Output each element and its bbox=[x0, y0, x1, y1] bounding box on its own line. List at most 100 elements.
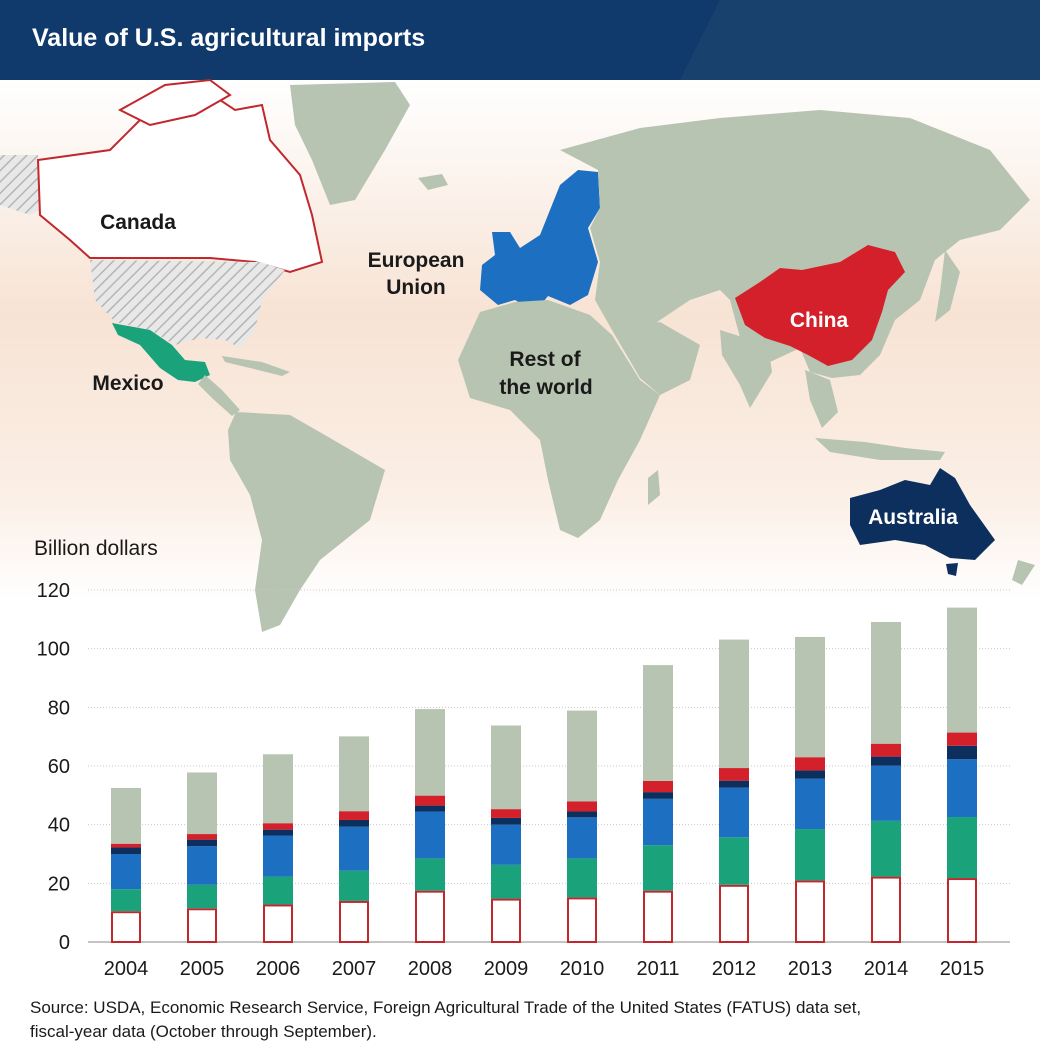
bar-segment bbox=[187, 884, 217, 909]
x-tick-label: 2015 bbox=[940, 958, 985, 980]
y-tick-label: 120 bbox=[37, 580, 70, 602]
bar-segment bbox=[187, 772, 217, 835]
bar-segment bbox=[871, 743, 901, 757]
bar-segment bbox=[871, 820, 901, 877]
bar-segment bbox=[491, 824, 521, 865]
bar-segment bbox=[567, 897, 597, 943]
source-line-2: fiscal-year data (October through Septem… bbox=[30, 1022, 377, 1041]
bar-segment bbox=[339, 811, 369, 820]
bar-segment bbox=[643, 798, 673, 846]
bar-segment bbox=[491, 898, 521, 944]
bar-segment bbox=[643, 845, 673, 891]
x-tick-label: 2013 bbox=[788, 958, 833, 980]
new-zealand-shape bbox=[1012, 560, 1035, 585]
map-labels: Canada European Union Mexico Rest of the… bbox=[92, 211, 958, 529]
madagascar-shape bbox=[648, 470, 660, 505]
canada-label: Canada bbox=[100, 211, 176, 234]
alaska-shape bbox=[0, 155, 40, 215]
bar-segment bbox=[567, 858, 597, 898]
bar-segment bbox=[567, 710, 597, 802]
bar-segment bbox=[111, 911, 141, 944]
bar-segment bbox=[643, 890, 673, 944]
bar-segment bbox=[415, 811, 445, 859]
bar-segment bbox=[947, 607, 977, 733]
bar-segment bbox=[415, 890, 445, 944]
y-tick-label: 80 bbox=[48, 697, 70, 719]
bar-segment bbox=[643, 792, 673, 799]
bar-segment bbox=[415, 805, 445, 812]
south-america-shape bbox=[228, 412, 385, 632]
x-tick-label: 2011 bbox=[636, 958, 679, 980]
bar-segment bbox=[567, 801, 597, 812]
arctic-islands-shape bbox=[117, 78, 232, 127]
bar-segment bbox=[871, 765, 901, 821]
bar-segment bbox=[719, 787, 749, 838]
x-tick-label: 2010 bbox=[560, 958, 605, 980]
australia-label: Australia bbox=[868, 506, 958, 529]
usa-shape bbox=[90, 260, 285, 348]
caribbean-shape bbox=[222, 356, 290, 376]
bar-segment bbox=[795, 636, 825, 758]
bar-segment bbox=[491, 809, 521, 818]
bar-segment bbox=[263, 835, 293, 877]
bar-segment bbox=[111, 854, 141, 890]
x-tick-label: 2007 bbox=[332, 958, 377, 980]
eurasia-shape bbox=[560, 110, 1030, 378]
bar-segment bbox=[795, 770, 825, 779]
india-shape bbox=[720, 330, 772, 408]
bar-segment bbox=[795, 757, 825, 771]
bar-segment bbox=[339, 826, 369, 871]
bar-segment bbox=[263, 823, 293, 830]
bar-segment bbox=[491, 817, 521, 825]
bar-segment bbox=[339, 870, 369, 901]
x-tick-label: 2004 bbox=[104, 958, 149, 980]
iceland-shape bbox=[418, 174, 448, 190]
mexico-label: Mexico bbox=[92, 372, 163, 395]
row-label-line1: Rest of bbox=[509, 348, 581, 371]
bar-segment bbox=[795, 778, 825, 830]
bar-segment bbox=[491, 725, 521, 810]
greenland-shape bbox=[290, 82, 410, 205]
x-tick-label: 2012 bbox=[712, 958, 757, 980]
eu-shape bbox=[480, 170, 600, 312]
southeast-asia-shape bbox=[805, 370, 838, 428]
bar-segment bbox=[643, 780, 673, 793]
bar-segment bbox=[263, 904, 293, 943]
bar-segment bbox=[339, 900, 369, 944]
bar-segment bbox=[111, 889, 141, 912]
x-tick-label: 2014 bbox=[864, 958, 909, 980]
china-shape bbox=[735, 245, 905, 366]
bar-segment bbox=[947, 745, 977, 760]
source-line-1: Source: USDA, Economic Research Service,… bbox=[30, 998, 862, 1017]
y-tick-label: 0 bbox=[59, 932, 70, 954]
bar-segment bbox=[339, 736, 369, 812]
bar-segment bbox=[187, 834, 217, 840]
bar-segment bbox=[871, 876, 901, 943]
chart-title: Value of U.S. agricultural imports bbox=[32, 24, 426, 52]
y-tick-label: 100 bbox=[37, 639, 70, 661]
bar-segment bbox=[339, 819, 369, 827]
bar-segment bbox=[111, 847, 141, 854]
bar-segment bbox=[187, 846, 217, 885]
row-label-line2: the world bbox=[499, 376, 592, 399]
africa-shape bbox=[458, 300, 660, 538]
source-note: Source: USDA, Economic Research Service,… bbox=[30, 996, 1020, 1044]
bar-segment bbox=[947, 817, 977, 879]
bar-segment bbox=[719, 780, 749, 788]
central-america-shape bbox=[198, 375, 240, 416]
bar-segment bbox=[947, 759, 977, 818]
australia-shape bbox=[850, 468, 995, 560]
bar-segment bbox=[415, 709, 445, 796]
bar-segment bbox=[187, 908, 217, 943]
bar-segment bbox=[719, 837, 749, 885]
bar-segment bbox=[415, 795, 445, 806]
x-tick-label: 2005 bbox=[180, 958, 225, 980]
bar-segment bbox=[263, 829, 293, 836]
eu-label-line2: Union bbox=[386, 276, 445, 299]
x-tick-label: 2008 bbox=[408, 958, 453, 980]
bar-segment bbox=[643, 665, 673, 781]
arabia-shape bbox=[612, 322, 700, 395]
bar-segment bbox=[111, 843, 141, 848]
bar-segment bbox=[567, 817, 597, 859]
